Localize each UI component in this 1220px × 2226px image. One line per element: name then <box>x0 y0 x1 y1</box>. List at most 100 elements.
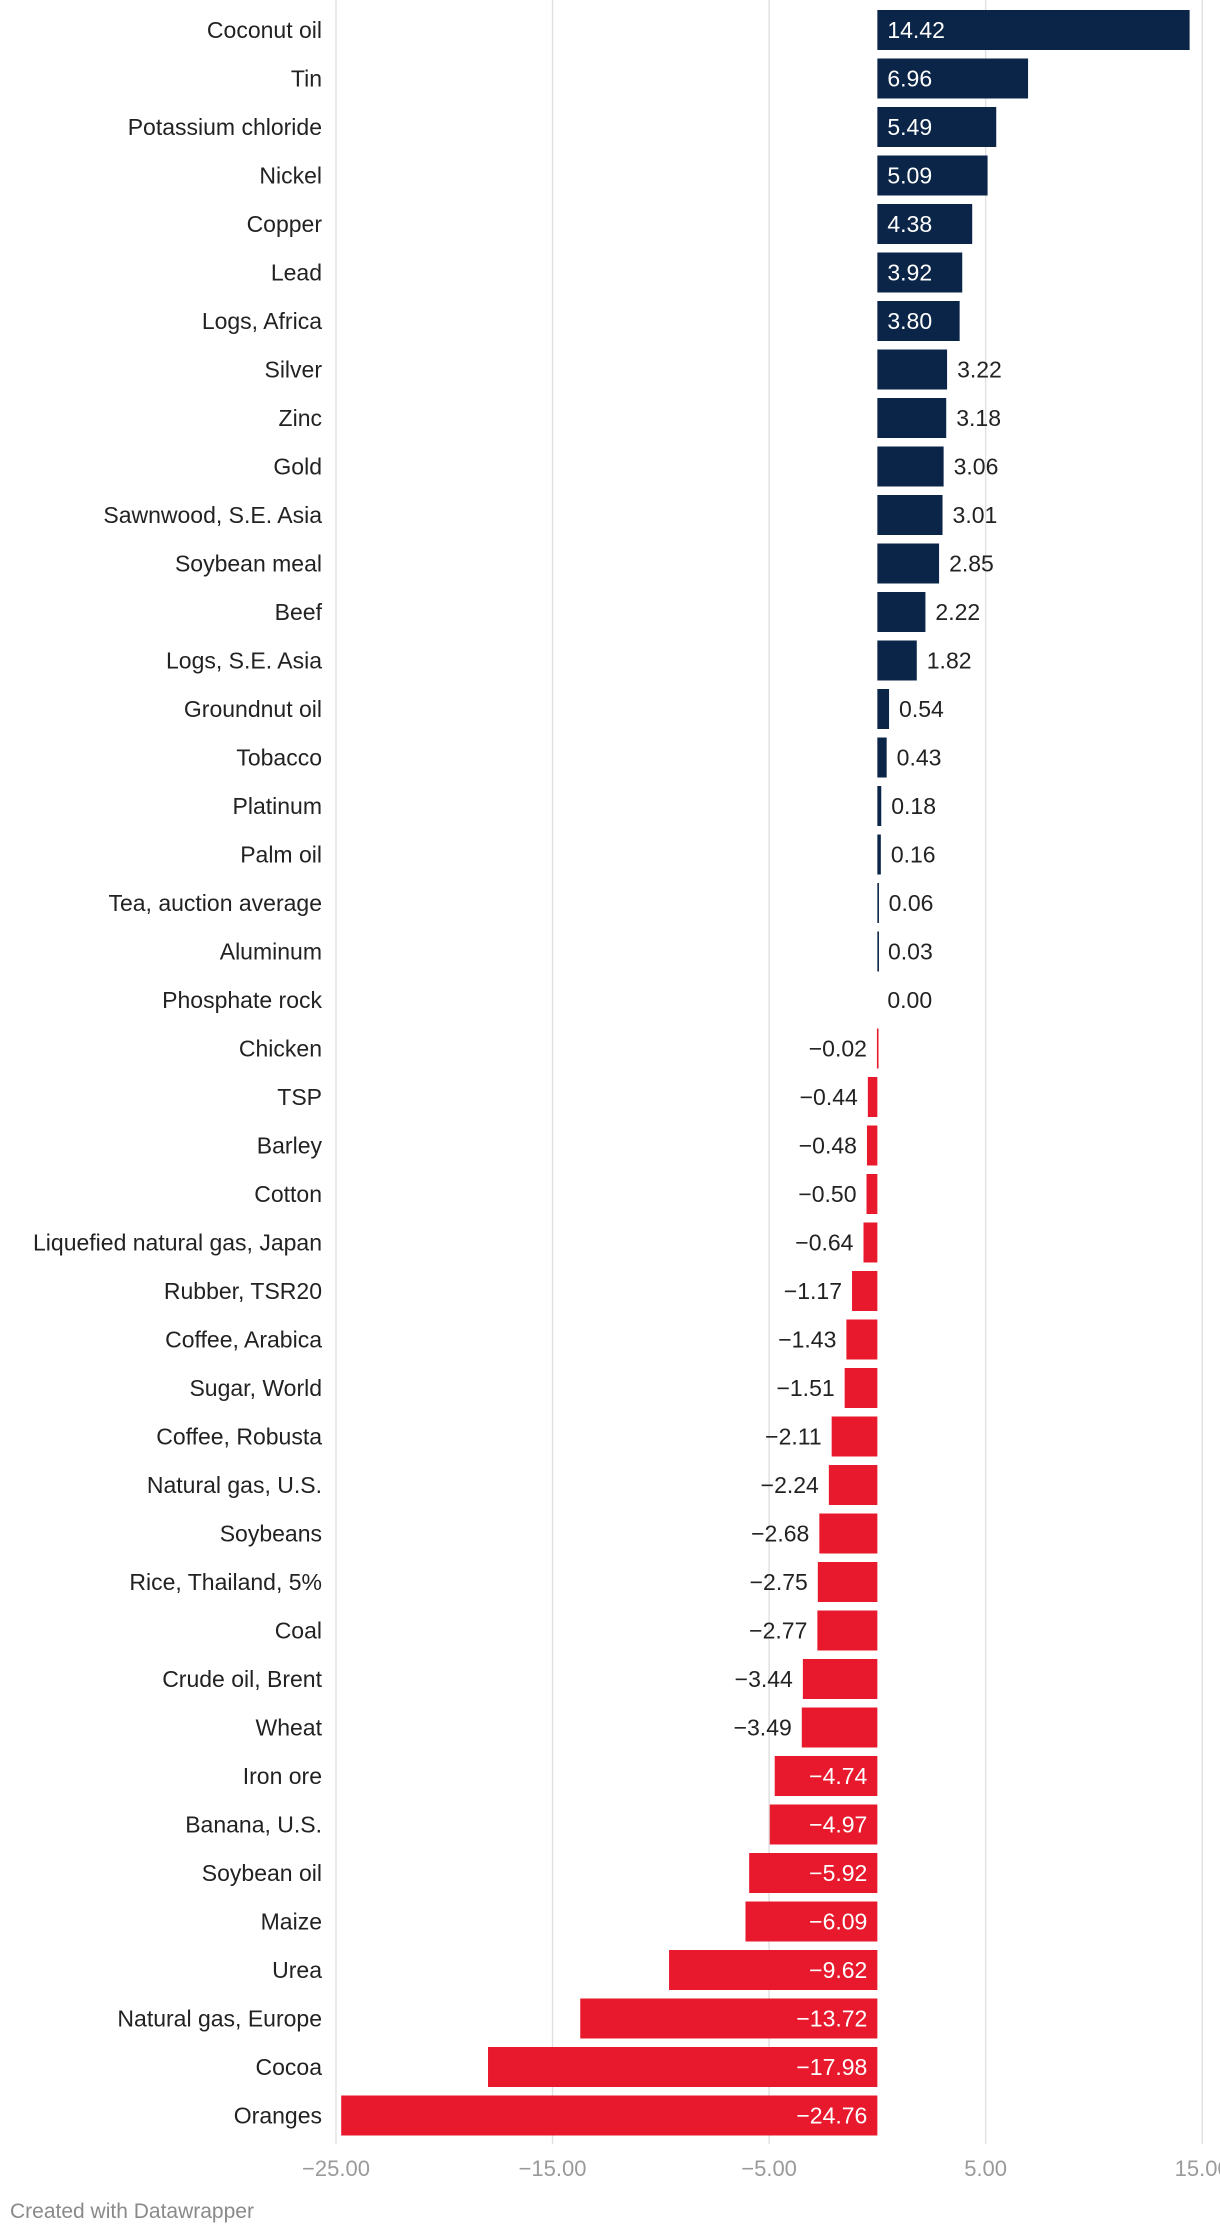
value-label: 0.16 <box>891 842 936 868</box>
bar <box>669 1950 878 1990</box>
category-label: Coconut oil <box>207 17 322 43</box>
x-tick-label: −25.00 <box>302 2156 370 2181</box>
bar <box>877 640 917 681</box>
x-tick-label: −15.00 <box>519 2156 587 2181</box>
value-label: −13.72 <box>796 2006 867 2032</box>
category-label: Nickel <box>259 163 322 189</box>
value-label: 3.06 <box>954 454 999 480</box>
category-label: Crude oil, Brent <box>162 1666 322 1692</box>
value-labels: 14.42 6.96 5.49 5.09 4.38 3.92 3.80 3.22 3.18 3.0… <box>734 17 1002 2129</box>
category-label: Coffee, Arabica <box>165 1327 322 1353</box>
bar <box>866 1125 878 1166</box>
x-tick-label: 5.00 <box>964 2156 1007 2181</box>
bar <box>802 1659 878 1699</box>
value-label: 6.96 <box>887 66 932 92</box>
value-label: −0.64 <box>795 1230 853 1256</box>
bar <box>877 689 890 729</box>
category-label: Soybeans <box>220 1521 322 1547</box>
value-label: 0.18 <box>891 793 936 819</box>
category-label: Sawnwood, S.E. Asia <box>103 502 322 528</box>
bar <box>867 1077 878 1117</box>
category-label: Potassium chloride <box>128 114 322 140</box>
category-label: Barley <box>257 1133 323 1159</box>
value-label: 0.54 <box>899 696 944 722</box>
category-label: Urea <box>272 1957 322 1983</box>
bar <box>774 1756 878 1796</box>
bar <box>341 2095 878 2136</box>
category-label: Chicken <box>239 1036 322 1062</box>
value-label: −4.97 <box>809 1812 867 1838</box>
category-label: Gold <box>273 454 322 480</box>
value-label: 14.42 <box>887 17 945 43</box>
bar <box>769 1804 878 1845</box>
value-label: 0.06 <box>889 890 934 916</box>
bar <box>828 1465 878 1505</box>
category-label: Lead <box>271 260 322 286</box>
category-label: Rice, Thailand, 5% <box>129 1569 322 1595</box>
bar <box>817 1562 878 1602</box>
value-label: −9.62 <box>809 1957 867 1983</box>
category-label: Iron ore <box>243 1763 322 1789</box>
bar <box>877 931 879 972</box>
value-label: −2.77 <box>749 1618 807 1644</box>
category-label: Coal <box>275 1618 322 1644</box>
bar <box>877 252 963 293</box>
category-label: Tobacco <box>236 745 322 771</box>
category-label: Coffee, Robusta <box>156 1424 322 1450</box>
category-label: Rubber, TSR20 <box>164 1278 322 1304</box>
x-axis-ticks: −25.00 −15.00 −5.00 5.00 15.00 <box>302 2156 1220 2181</box>
bar <box>877 204 973 244</box>
value-label: 5.09 <box>887 163 932 189</box>
datawrapper-credit: Created with Datawrapper <box>10 2200 254 2223</box>
bar <box>877 398 947 438</box>
bar <box>831 1416 878 1457</box>
bar <box>877 58 1029 99</box>
value-label: 4.38 <box>887 211 932 237</box>
value-label: −5.92 <box>809 1860 867 1886</box>
value-label: 0.43 <box>897 745 942 771</box>
bar <box>877 495 943 535</box>
bar <box>877 786 882 826</box>
bar <box>488 2047 878 2087</box>
category-label: Maize <box>261 1909 322 1935</box>
value-label: 0.03 <box>888 939 933 965</box>
bar <box>819 1513 878 1554</box>
category-label: Silver <box>264 357 322 383</box>
category-label: TSP <box>277 1084 322 1110</box>
category-label: Aluminum <box>220 939 322 965</box>
category-label: Soybean oil <box>202 1860 322 1886</box>
category-label: Banana, U.S. <box>185 1812 322 1838</box>
value-label: 2.85 <box>949 551 994 577</box>
value-label: −2.75 <box>750 1569 808 1595</box>
bar <box>877 834 881 875</box>
bar <box>863 1222 878 1263</box>
category-label: Phosphate rock <box>162 987 322 1013</box>
value-label: −0.44 <box>800 1084 858 1110</box>
value-label: −2.24 <box>761 1472 819 1498</box>
value-label: 0.00 <box>887 987 932 1013</box>
category-label: Logs, S.E. Asia <box>166 648 322 674</box>
value-label: 5.49 <box>887 114 932 140</box>
value-label: −6.09 <box>809 1909 867 1935</box>
bars <box>341 10 1190 2136</box>
value-label: −2.11 <box>765 1424 822 1450</box>
category-label: Tin <box>291 66 322 92</box>
category-label: Groundnut oil <box>184 696 322 722</box>
category-label: Cotton <box>254 1181 322 1207</box>
bar <box>876 1028 879 1069</box>
value-label: 3.80 <box>887 308 932 334</box>
value-label: −3.49 <box>734 1715 792 1741</box>
category-label: Sugar, World <box>189 1375 322 1401</box>
category-label: Natural gas, Europe <box>117 2006 322 2032</box>
bar <box>852 1271 878 1311</box>
bar <box>580 1998 878 2039</box>
category-label: Soybean meal <box>175 551 322 577</box>
value-label: −1.17 <box>784 1278 842 1304</box>
gridlines <box>335 0 1203 2144</box>
bar <box>817 1610 878 1651</box>
value-label: 3.92 <box>887 260 932 286</box>
bar <box>844 1368 878 1408</box>
category-label: Zinc <box>279 405 322 431</box>
value-label: −1.43 <box>778 1327 836 1353</box>
